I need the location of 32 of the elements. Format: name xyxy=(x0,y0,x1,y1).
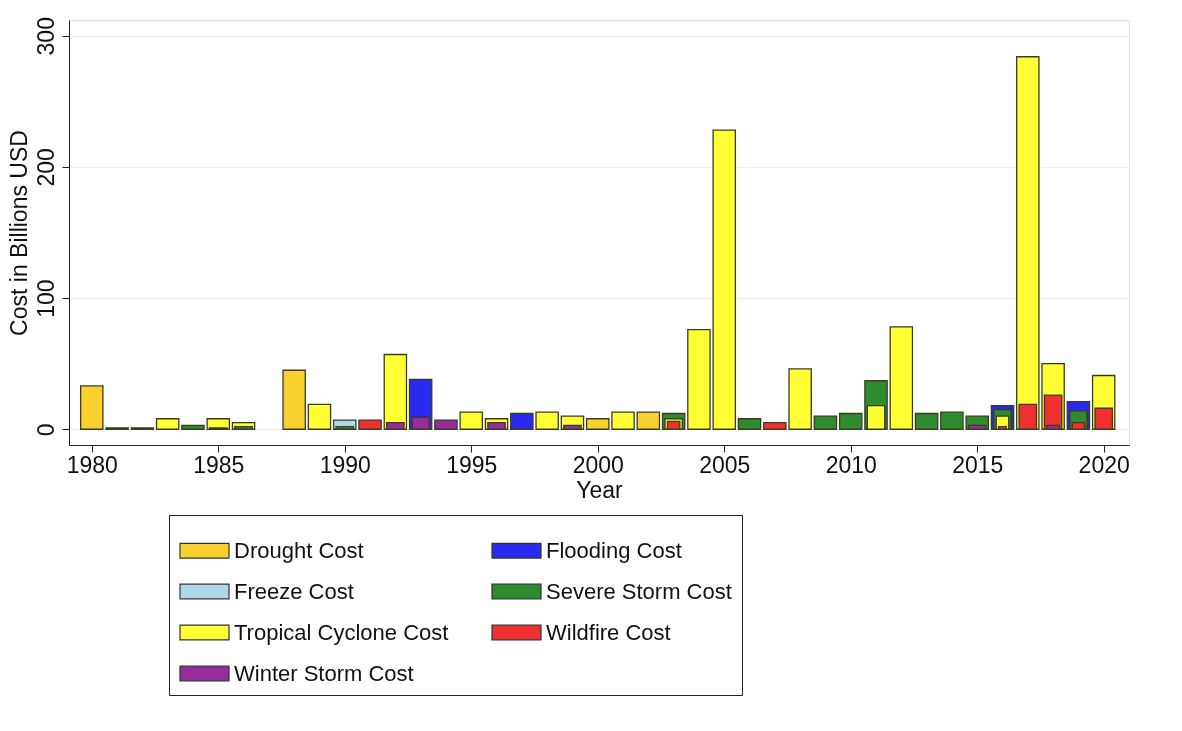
legend-label: Tropical Cyclone Cost xyxy=(234,619,449,645)
x-tick-label: 2000 xyxy=(572,451,624,478)
x-tick-label: 1980 xyxy=(66,451,118,478)
bar xyxy=(838,412,863,430)
legend-label: Freeze Cost xyxy=(234,578,354,604)
bar xyxy=(636,411,661,430)
legend-label: Drought Cost xyxy=(234,537,364,563)
x-tick-label: 2010 xyxy=(825,451,877,478)
bar xyxy=(307,403,332,430)
x-tick-label: 2020 xyxy=(1078,451,1130,478)
y-axis-title: Cost in Billions USD xyxy=(5,130,32,336)
x-axis-title: Year xyxy=(576,476,624,503)
bar xyxy=(155,418,180,430)
x-tick-label: 2005 xyxy=(699,451,751,478)
bar xyxy=(914,412,939,430)
bar xyxy=(813,415,838,430)
y-tick-label: 0 xyxy=(32,423,59,437)
bar xyxy=(282,369,306,430)
legend-label: Flooding Cost xyxy=(546,537,682,563)
x-tick-label: 1995 xyxy=(446,451,498,478)
bar xyxy=(383,353,408,430)
legend-label: Severe Storm Cost xyxy=(546,578,732,604)
legend-label: Winter Storm Cost xyxy=(234,660,414,686)
bar xyxy=(737,418,762,430)
legend-label: Wildfire Cost xyxy=(546,619,671,645)
y-tick-label: 200 xyxy=(32,148,59,187)
x-tick-label: 2015 xyxy=(952,451,1004,478)
bar xyxy=(889,326,914,430)
x-tick-label: 1985 xyxy=(193,451,245,478)
x-tick-label: 1990 xyxy=(319,451,371,478)
y-tick-label: 300 xyxy=(32,17,59,56)
y-tick-label: 100 xyxy=(32,279,59,318)
